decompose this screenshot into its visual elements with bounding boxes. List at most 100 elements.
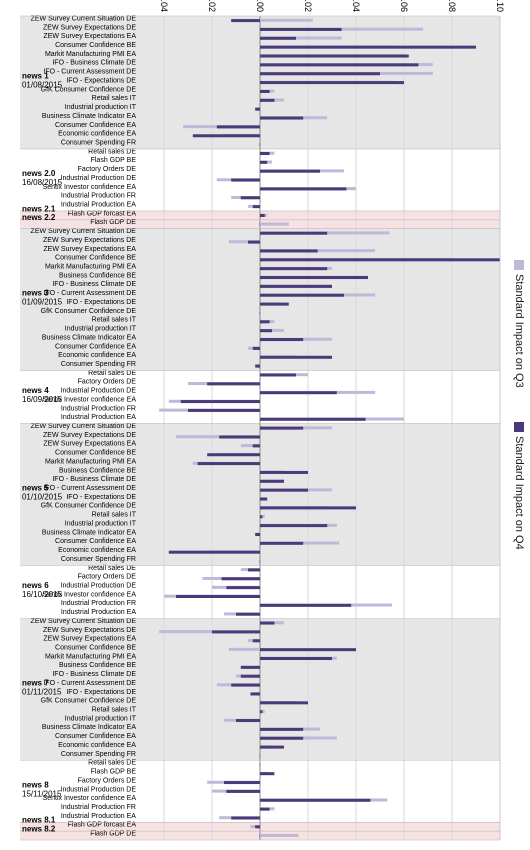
q4-bar [260, 143, 261, 146]
x-tick-label: Factory Orders DE [78, 379, 137, 386]
q4-bar [260, 373, 296, 376]
q4-bar [260, 63, 418, 66]
q4-bar [222, 577, 260, 580]
x-tick-label: Consumer Spending FR [61, 139, 136, 146]
x-tick-label: Business Confidence BE [59, 467, 136, 474]
q4-bar [231, 179, 260, 182]
q4-bar [181, 400, 260, 403]
y-tick-label: -0.04 [159, 0, 169, 12]
x-tick-label: Retail sales IT [92, 95, 137, 102]
y-tick-label: 0.10 [495, 0, 505, 12]
x-tick-label: Flash GDP BE [91, 769, 137, 776]
x-tick-label: Industrial Production DE [61, 388, 137, 395]
q4-bar [260, 834, 261, 837]
x-tick-label: Factory Orders DE [78, 777, 137, 784]
q4-bar [260, 46, 476, 49]
x-tick-label: IFO - Current Assessment DE [43, 485, 136, 492]
group-label: news 3 [22, 289, 49, 298]
x-tick-label: GfK Consumer Confidence DE [41, 308, 137, 315]
x-tick-label: Industrial production IT [65, 520, 137, 527]
q4-bar [260, 117, 303, 120]
x-tick-label: IFO - Current Assessment DE [43, 69, 136, 76]
x-tick-label: Industrial production IT [65, 104, 137, 111]
q4-bar [260, 418, 366, 421]
x-tick-label: ZEW Survey Expectations EA [43, 636, 136, 643]
q4-bar [260, 338, 303, 341]
q4-bar [241, 666, 260, 669]
group-date: 01/10/2015 [22, 492, 63, 501]
x-tick-label: Consumer Confidence EA [55, 343, 136, 350]
x-tick-label: IFO - Current Assessment DE [43, 680, 136, 687]
x-tick-label: IFO - Expectations DE [66, 689, 136, 696]
q4-bar [260, 772, 274, 775]
group-date: 16/08/2015 [22, 178, 63, 187]
q4-bar [248, 241, 260, 244]
x-tick-label: Retail sales DE [88, 760, 136, 767]
q4-bar [260, 506, 356, 509]
q4-bar [260, 657, 332, 660]
x-tick-label: Industrial production IT [65, 326, 137, 333]
x-tick-label: Markit Manufacturing PMI EA [45, 653, 136, 660]
q4-bar [260, 763, 261, 766]
x-tick-label: Factory Orders DE [78, 574, 137, 581]
q4-bar [260, 560, 261, 563]
q4-bar [248, 568, 260, 571]
group-label: news 5 [22, 483, 49, 492]
q4-bar [255, 533, 260, 536]
x-tick-label: Industrial Production DE [61, 786, 137, 793]
q4-bar [260, 258, 500, 261]
x-tick-label: Industrial Production FR [61, 600, 136, 607]
q4-bar [176, 595, 260, 598]
x-tick-label: Economic confidence EA [58, 547, 136, 554]
group-label: news 8 [22, 780, 49, 789]
x-tick-label: Markit Manufacturing PMI EA [45, 51, 136, 58]
x-tick-label: Consumer Confidence EA [55, 538, 136, 545]
q4-bar [260, 701, 308, 704]
y-tick-label: 0.04 [351, 0, 361, 12]
x-tick-label: Retail sales IT [92, 707, 137, 714]
y-tick-label: 0.06 [399, 0, 409, 12]
q4-bar [260, 356, 332, 359]
x-tick-label: IFO - Expectations DE [66, 77, 136, 84]
q4-bar [260, 72, 380, 75]
q4-bar [260, 728, 303, 731]
x-tick-label: Economic confidence EA [58, 131, 136, 138]
q4-bar [231, 816, 260, 819]
x-tick-label: Industrial Production EA [61, 813, 136, 820]
q4-bar [188, 409, 260, 412]
q4-bar [212, 630, 260, 633]
x-tick-label: ZEW Survey Current Situation DE [31, 423, 137, 430]
q4-bar [260, 329, 272, 332]
q4-bar [260, 746, 284, 749]
x-tick-label: Consumer Spending FR [61, 361, 136, 368]
q4-bar [226, 586, 260, 589]
q4-bar [260, 232, 327, 235]
q4-bar [260, 214, 265, 217]
x-tick-label: Business Climate Indicator EA [42, 334, 136, 341]
q4-bar [260, 28, 342, 31]
x-tick-label: Economic confidence EA [58, 352, 136, 359]
q4-bar [260, 754, 261, 757]
q4-bar [231, 684, 260, 687]
x-tick-label: IFO - Business Climate DE [52, 60, 136, 67]
q4-bar [236, 719, 260, 722]
x-tick-label: Industrial production IT [65, 715, 137, 722]
x-tick-label: ZEW Survey Current Situation DE [31, 15, 137, 22]
q4-bar [260, 622, 274, 625]
q4-bar [224, 781, 260, 784]
q4-bar [260, 710, 262, 713]
q4-bar [231, 19, 260, 22]
q4-bar [193, 134, 260, 137]
q4-bar [260, 303, 289, 306]
x-tick-label: ZEW Survey Expectations EA [43, 246, 136, 253]
q4-bar [260, 276, 368, 279]
x-tick-label: Retail sales DE [88, 370, 136, 377]
x-tick-label: Markit Manufacturing PMI EA [45, 458, 136, 465]
group-label: news 4 [22, 386, 49, 395]
x-tick-label: IFO - Current Assessment DE [43, 290, 136, 297]
q4-bar [260, 648, 356, 651]
x-tick-label: Consumer Confidence BE [55, 450, 136, 457]
x-tick-label: Consumer Confidence BE [55, 42, 136, 49]
q4-bar [226, 790, 260, 793]
x-tick-label: Flash GDP forcast EA [68, 822, 137, 829]
